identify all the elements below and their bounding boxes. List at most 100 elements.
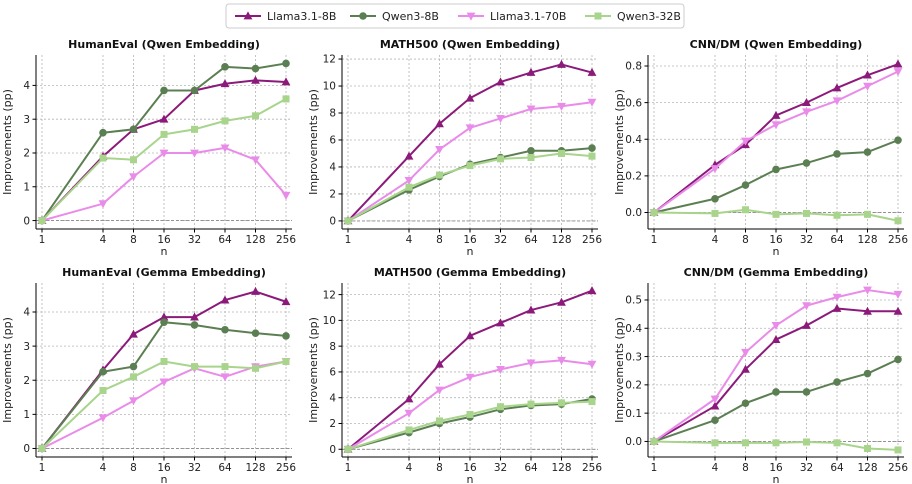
data-point (863, 148, 872, 156)
legend-label: Qwen3-32B (617, 10, 681, 23)
data-point (863, 306, 872, 315)
legend-marker (594, 12, 602, 20)
y-axis-label: Improvements (pp) (307, 89, 320, 195)
x-tick-label: 4 (712, 462, 719, 474)
series-line (41, 79, 287, 222)
series-qwen3-32b (344, 398, 596, 453)
data-point (587, 98, 597, 107)
y-tick-label: 12 (323, 289, 336, 301)
data-point (711, 439, 719, 447)
x-tick-label: 64 (524, 234, 538, 246)
data-point (557, 59, 566, 68)
series-line (41, 321, 287, 450)
data-point (893, 306, 903, 315)
x-axis-label: n (773, 473, 780, 484)
series-llama3-1-8b (649, 303, 903, 445)
data-point (558, 149, 565, 157)
data-point (282, 357, 290, 365)
data-point (282, 59, 290, 68)
data-point (771, 334, 781, 343)
x-axis-label: n (161, 473, 168, 484)
y-tick-label: 10 (323, 81, 336, 93)
series-line (347, 152, 593, 222)
data-point (833, 378, 841, 386)
data-point (832, 303, 842, 312)
series-qwen3-32b (650, 206, 902, 225)
x-tick-label: 128 (857, 462, 877, 474)
data-point (893, 68, 903, 77)
x-tick-label: 16 (463, 462, 477, 474)
y-axis-label: Improvements (pp) (613, 89, 626, 195)
data-point (833, 150, 841, 158)
x-tick-label: 256 (582, 234, 602, 246)
x-tick-label: 32 (800, 462, 813, 474)
legend-marker (243, 11, 253, 20)
data-point (557, 297, 566, 306)
data-point (526, 105, 536, 114)
data-point (526, 305, 536, 314)
data-point (588, 144, 596, 152)
x-tick-label: 256 (888, 462, 908, 474)
data-point (833, 439, 841, 447)
x-tick-label: 128 (245, 234, 265, 246)
data-point (557, 102, 566, 111)
legend-item-qwen3-8b: Qwen3-8B (350, 10, 439, 23)
y-tick-label: 0.2 (625, 171, 642, 183)
panel-title: CNN/DM (Gemma Embedding) (684, 266, 869, 279)
x-axis-label: n (773, 245, 780, 258)
data-point (802, 108, 811, 117)
series-line (347, 63, 593, 222)
panel-cnn-dm-gemma-embedding: 1 4 8 16 32 64 128 256 0.0 0.1 0.2 0.3 0.4 0.5 CNN/DM … (613, 266, 908, 484)
data-point (711, 416, 719, 425)
data-point (772, 439, 780, 447)
x-tick-label: 256 (582, 462, 602, 474)
series-line (347, 359, 593, 451)
data-point (404, 151, 414, 160)
y-tick-label: 0 (329, 216, 336, 228)
y-tick-label: 2 (329, 418, 336, 430)
data-point (38, 444, 46, 452)
data-point (710, 165, 720, 174)
x-tick-label: 32 (188, 462, 201, 474)
data-point (344, 217, 352, 225)
legend-label: Qwen3-8B (382, 10, 439, 23)
data-point (130, 373, 137, 381)
data-point (129, 397, 138, 406)
data-point (220, 144, 230, 153)
series-qwen3-8b (38, 318, 290, 453)
x-tick-label: 1 (39, 234, 46, 246)
x-tick-label: 64 (218, 462, 232, 474)
x-tick-label: 4 (406, 234, 413, 246)
panel-title: CNN/DM (Qwen Embedding) (690, 38, 863, 51)
x-axis-label: n (467, 245, 474, 258)
data-point (863, 82, 872, 91)
data-point (864, 210, 871, 218)
data-point (405, 426, 413, 434)
x-tick-label: 32 (494, 234, 507, 246)
data-point (251, 156, 260, 165)
series-line (41, 98, 287, 222)
data-point (772, 210, 780, 218)
series-line (347, 101, 593, 222)
data-point (160, 357, 168, 365)
series-line (41, 360, 287, 450)
y-tick-label: 0.0 (625, 436, 642, 448)
x-tick-label: 64 (830, 462, 844, 474)
x-tick-label: 32 (188, 234, 201, 246)
data-point (496, 365, 505, 374)
x-tick-label: 8 (130, 234, 137, 246)
x-tick-label: 128 (551, 462, 571, 474)
y-tick-label: 4 (329, 162, 336, 174)
data-point (587, 360, 597, 369)
legend-marker (466, 12, 476, 21)
data-point (772, 165, 780, 174)
y-tick-label: 8 (329, 108, 336, 120)
legend-frame (225, 3, 685, 29)
x-axis-label: n (161, 245, 168, 258)
data-point (38, 217, 46, 225)
data-point (435, 146, 444, 155)
y-tick-label: 1 (23, 181, 30, 193)
data-point (771, 322, 781, 331)
series-qwen3-32b (650, 437, 902, 454)
data-point (159, 114, 169, 123)
